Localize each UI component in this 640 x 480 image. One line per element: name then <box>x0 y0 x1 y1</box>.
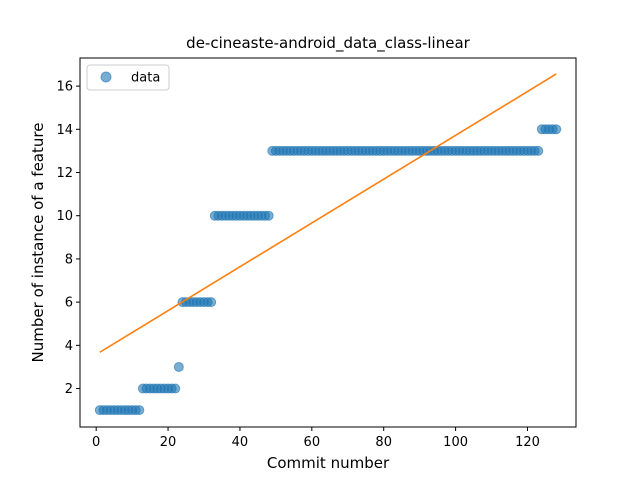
y-axis-label: Number of instance of a feature <box>29 123 47 363</box>
x-tick-label: 20 <box>160 435 177 450</box>
data-point <box>135 406 144 415</box>
plot-background <box>80 58 576 427</box>
y-tick-label: 12 <box>56 166 73 181</box>
x-tick-label: 120 <box>515 435 540 450</box>
y-tick-label: 2 <box>65 382 73 397</box>
legend-label-data: data <box>131 71 160 86</box>
x-axis-label: Commit number <box>267 454 390 472</box>
x-tick-label: 40 <box>232 435 249 450</box>
x-axis: 0 20 40 60 80 100 120 <box>92 427 540 450</box>
data-point <box>174 362 183 371</box>
data-point <box>552 125 561 134</box>
y-tick-label: 16 <box>56 80 73 95</box>
legend-marker <box>101 72 111 82</box>
data-point <box>207 298 216 307</box>
y-axis: 2 4 6 8 10 12 14 16 <box>56 80 80 397</box>
data-point <box>264 211 273 220</box>
y-tick-label: 4 <box>65 339 73 354</box>
x-tick-label: 0 <box>92 435 100 450</box>
x-tick-label: 100 <box>443 435 468 450</box>
y-tick-label: 10 <box>56 209 73 224</box>
chart-title: de-cineaste-android_data_class-linear <box>186 34 470 53</box>
data-point <box>534 146 543 155</box>
x-tick-label: 60 <box>304 435 321 450</box>
legend: data <box>87 65 169 90</box>
y-tick-label: 8 <box>65 252 73 267</box>
y-tick-label: 14 <box>56 123 73 138</box>
y-tick-label: 6 <box>65 296 73 311</box>
x-tick-label: 80 <box>375 435 392 450</box>
data-point <box>171 384 180 393</box>
